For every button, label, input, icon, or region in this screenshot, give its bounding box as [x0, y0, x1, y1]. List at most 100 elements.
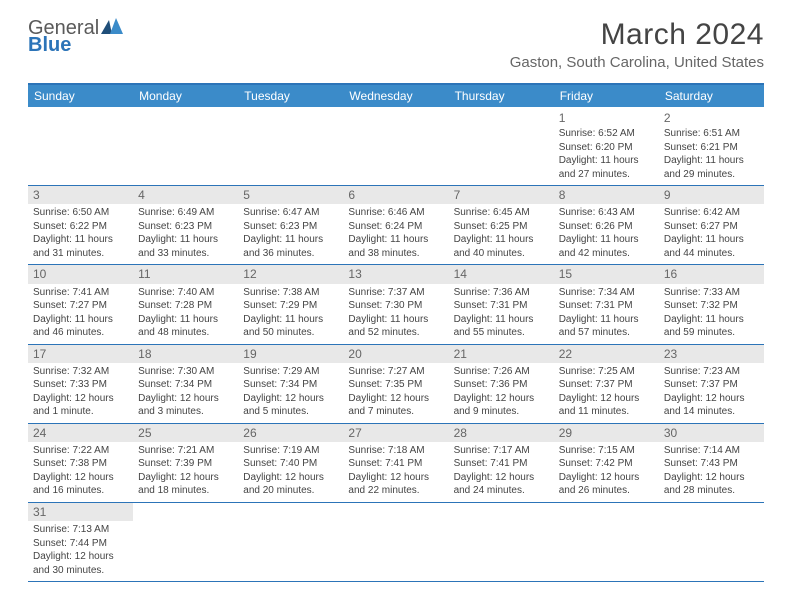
sunset-line: Sunset: 7:32 PM: [664, 299, 759, 313]
sunset-line: Sunset: 7:44 PM: [33, 537, 128, 551]
brand-mark-icon: [101, 18, 123, 39]
day-number: 17: [28, 345, 133, 363]
sunrise-line: Sunrise: 7:34 AM: [559, 286, 654, 300]
daylight-line: Daylight: 11 hours and 36 minutes.: [243, 233, 338, 260]
sunrise-line: Sunrise: 7:27 AM: [348, 365, 443, 379]
sunset-line: Sunset: 7:36 PM: [454, 378, 549, 392]
empty-cell: [343, 503, 448, 581]
sunset-line: Sunset: 7:27 PM: [33, 299, 128, 313]
day-number: 19: [238, 345, 343, 363]
weekday-label: Friday: [554, 85, 659, 107]
day-number: 7: [449, 186, 554, 204]
day-cell: 7Sunrise: 6:45 AMSunset: 6:25 PMDaylight…: [449, 186, 554, 264]
sunrise-line: Sunrise: 6:51 AM: [664, 127, 759, 141]
location-text: Gaston, South Carolina, United States: [510, 54, 764, 71]
weekday-label: Tuesday: [238, 85, 343, 107]
day-cell: 23Sunrise: 7:23 AMSunset: 7:37 PMDayligh…: [659, 345, 764, 423]
day-cell: 11Sunrise: 7:40 AMSunset: 7:28 PMDayligh…: [133, 265, 238, 343]
daylight-line: Daylight: 11 hours and 38 minutes.: [348, 233, 443, 260]
sunset-line: Sunset: 6:24 PM: [348, 220, 443, 234]
day-cell: 21Sunrise: 7:26 AMSunset: 7:36 PMDayligh…: [449, 345, 554, 423]
sunrise-line: Sunrise: 7:18 AM: [348, 444, 443, 458]
day-cell: 1Sunrise: 6:52 AMSunset: 6:20 PMDaylight…: [554, 107, 659, 185]
day-cell: 20Sunrise: 7:27 AMSunset: 7:35 PMDayligh…: [343, 345, 448, 423]
sunrise-line: Sunrise: 7:38 AM: [243, 286, 338, 300]
daylight-line: Daylight: 11 hours and 27 minutes.: [559, 154, 654, 181]
daylight-line: Daylight: 12 hours and 1 minute.: [33, 392, 128, 419]
sunrise-line: Sunrise: 6:46 AM: [348, 206, 443, 220]
day-number: 15: [554, 265, 659, 283]
sunrise-line: Sunrise: 6:47 AM: [243, 206, 338, 220]
day-number: 12: [238, 265, 343, 283]
month-title: March 2024: [510, 18, 764, 52]
sunset-line: Sunset: 6:23 PM: [243, 220, 338, 234]
daylight-line: Daylight: 12 hours and 30 minutes.: [33, 550, 128, 577]
calendar: SundayMondayTuesdayWednesdayThursdayFrid…: [28, 83, 764, 582]
empty-cell: [238, 503, 343, 581]
daylight-line: Daylight: 12 hours and 18 minutes.: [138, 471, 233, 498]
day-cell: 24Sunrise: 7:22 AMSunset: 7:38 PMDayligh…: [28, 424, 133, 502]
sunset-line: Sunset: 7:38 PM: [33, 457, 128, 471]
sunrise-line: Sunrise: 7:36 AM: [454, 286, 549, 300]
week-row: 31Sunrise: 7:13 AMSunset: 7:44 PMDayligh…: [28, 503, 764, 582]
day-cell: 28Sunrise: 7:17 AMSunset: 7:41 PMDayligh…: [449, 424, 554, 502]
day-number: 24: [28, 424, 133, 442]
daylight-line: Daylight: 11 hours and 33 minutes.: [138, 233, 233, 260]
day-number: 20: [343, 345, 448, 363]
day-cell: 5Sunrise: 6:47 AMSunset: 6:23 PMDaylight…: [238, 186, 343, 264]
day-number: 4: [133, 186, 238, 204]
day-cell: 30Sunrise: 7:14 AMSunset: 7:43 PMDayligh…: [659, 424, 764, 502]
daylight-line: Daylight: 11 hours and 29 minutes.: [664, 154, 759, 181]
day-cell: 22Sunrise: 7:25 AMSunset: 7:37 PMDayligh…: [554, 345, 659, 423]
empty-cell: [133, 107, 238, 185]
day-cell: 9Sunrise: 6:42 AMSunset: 6:27 PMDaylight…: [659, 186, 764, 264]
weekday-label: Monday: [133, 85, 238, 107]
day-number: 11: [133, 265, 238, 283]
sunset-line: Sunset: 7:34 PM: [243, 378, 338, 392]
daylight-line: Daylight: 11 hours and 42 minutes.: [559, 233, 654, 260]
day-cell: 12Sunrise: 7:38 AMSunset: 7:29 PMDayligh…: [238, 265, 343, 343]
day-number: 29: [554, 424, 659, 442]
daylight-line: Daylight: 12 hours and 11 minutes.: [559, 392, 654, 419]
sunset-line: Sunset: 7:39 PM: [138, 457, 233, 471]
day-cell: 19Sunrise: 7:29 AMSunset: 7:34 PMDayligh…: [238, 345, 343, 423]
day-cell: 17 Sunrise: 7:32 AMSunset: 7:33 PMDayligh…: [28, 345, 133, 423]
weekday-label: Saturday: [659, 85, 764, 107]
day-cell: 18Sunrise: 7:30 AMSunset: 7:34 PMDayligh…: [133, 345, 238, 423]
day-cell: 31Sunrise: 7:13 AMSunset: 7:44 PMDayligh…: [28, 503, 133, 581]
empty-cell: [343, 107, 448, 185]
sunset-line: Sunset: 7:42 PM: [559, 457, 654, 471]
empty-cell: [133, 503, 238, 581]
sunset-line: Sunset: 7:31 PM: [454, 299, 549, 313]
sunset-line: Sunset: 6:25 PM: [454, 220, 549, 234]
day-cell: 3Sunrise: 6:50 AMSunset: 6:22 PMDaylight…: [28, 186, 133, 264]
daylight-line: Daylight: 11 hours and 48 minutes.: [138, 313, 233, 340]
empty-cell: [449, 107, 554, 185]
day-number: 26: [238, 424, 343, 442]
sunrise-line: Sunrise: 7:22 AM: [33, 444, 128, 458]
day-number: 13: [343, 265, 448, 283]
header: General Blue March 2024 Gaston, South Ca…: [0, 0, 792, 77]
day-cell: 8Sunrise: 6:43 AMSunset: 6:26 PMDaylight…: [554, 186, 659, 264]
daylight-line: Daylight: 11 hours and 55 minutes.: [454, 313, 549, 340]
daylight-line: Daylight: 12 hours and 14 minutes.: [664, 392, 759, 419]
sunset-line: Sunset: 7:31 PM: [559, 299, 654, 313]
sunset-line: Sunset: 6:22 PM: [33, 220, 128, 234]
sunset-line: Sunset: 7:33 PM: [33, 378, 128, 392]
empty-cell: [659, 503, 764, 581]
sunset-line: Sunset: 6:23 PM: [138, 220, 233, 234]
daylight-line: Daylight: 11 hours and 40 minutes.: [454, 233, 549, 260]
daylight-line: Daylight: 11 hours and 52 minutes.: [348, 313, 443, 340]
daylight-line: Daylight: 11 hours and 46 minutes.: [33, 313, 128, 340]
daylight-line: Daylight: 12 hours and 7 minutes.: [348, 392, 443, 419]
weeks-grid: 1Sunrise: 6:52 AMSunset: 6:20 PMDaylight…: [28, 107, 764, 582]
sunrise-line: Sunrise: 7:37 AM: [348, 286, 443, 300]
day-cell: 26Sunrise: 7:19 AMSunset: 7:40 PMDayligh…: [238, 424, 343, 502]
day-cell: 13Sunrise: 7:37 AMSunset: 7:30 PMDayligh…: [343, 265, 448, 343]
day-number: 18: [133, 345, 238, 363]
daylight-line: Daylight: 12 hours and 24 minutes.: [454, 471, 549, 498]
day-cell: 10Sunrise: 7:41 AMSunset: 7:27 PMDayligh…: [28, 265, 133, 343]
sunrise-line: Sunrise: 7:32 AM: [33, 365, 128, 379]
daylight-line: Daylight: 12 hours and 22 minutes.: [348, 471, 443, 498]
sunrise-line: Sunrise: 7:14 AM: [664, 444, 759, 458]
